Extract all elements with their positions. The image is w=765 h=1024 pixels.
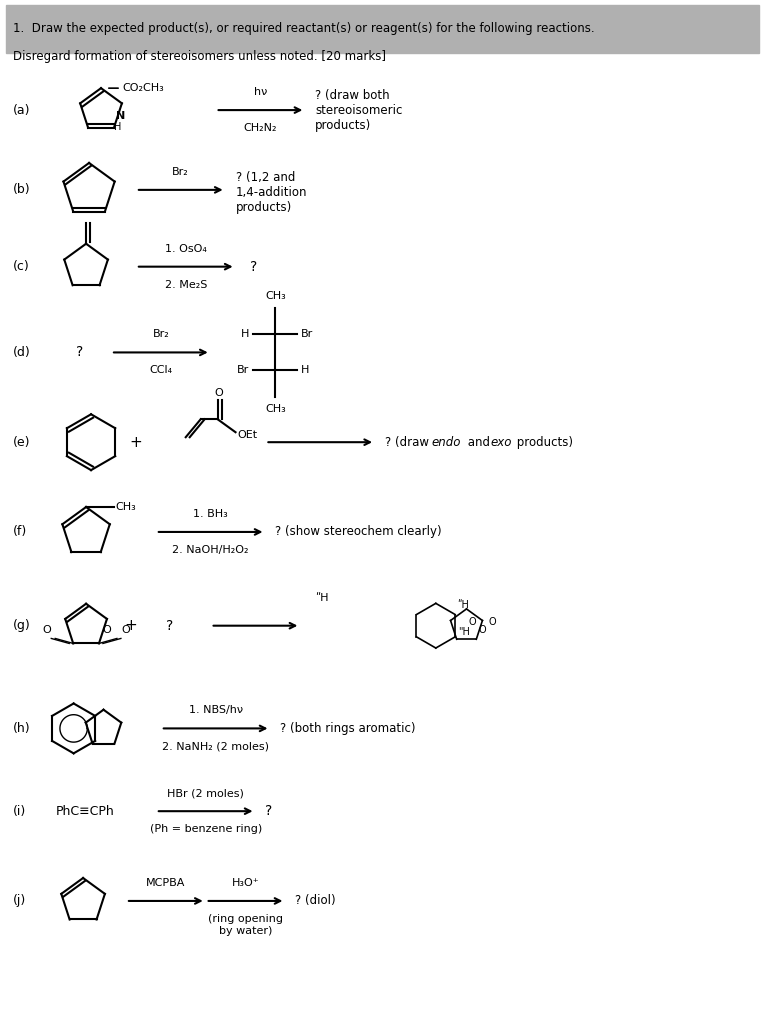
Text: (e): (e)	[13, 435, 31, 449]
Text: +: +	[125, 618, 137, 633]
Text: OEt: OEt	[237, 430, 258, 440]
Text: H: H	[301, 366, 310, 376]
Text: (d): (d)	[13, 346, 31, 359]
Text: ?: ?	[250, 260, 258, 273]
Text: products): products)	[513, 435, 572, 449]
Text: 1,4-addition: 1,4-addition	[236, 186, 307, 200]
Text: O: O	[479, 626, 487, 636]
Text: 2. Me₂S: 2. Me₂S	[164, 280, 207, 290]
Text: products): products)	[315, 119, 372, 131]
Text: stereoisomeric: stereoisomeric	[315, 103, 402, 117]
Text: 2. NaNH₂ (2 moles): 2. NaNH₂ (2 moles)	[162, 741, 269, 752]
Text: MCPBA: MCPBA	[146, 878, 185, 888]
Text: O: O	[214, 388, 223, 398]
Text: CH₃: CH₃	[115, 502, 135, 512]
Text: 1. NBS/hν: 1. NBS/hν	[188, 706, 243, 716]
Text: ? (draw both: ? (draw both	[315, 89, 390, 101]
Text: ? (diol): ? (diol)	[295, 894, 336, 907]
Text: H₃O⁺: H₃O⁺	[232, 878, 259, 888]
Text: ?: ?	[265, 804, 272, 818]
Bar	[6, 5, 759, 53]
Text: +: +	[129, 435, 142, 450]
Text: 1. BH₃: 1. BH₃	[194, 509, 228, 519]
Text: exo: exo	[490, 435, 512, 449]
Text: 1. OsO₄: 1. OsO₄	[164, 244, 207, 254]
Text: (ring opening
by water): (ring opening by water)	[208, 913, 283, 936]
Text: CCl₄: CCl₄	[149, 366, 172, 376]
Text: HBr (2 moles): HBr (2 moles)	[168, 788, 244, 799]
Text: (c): (c)	[13, 260, 30, 273]
Text: and: and	[464, 435, 493, 449]
Text: (g): (g)	[13, 620, 31, 632]
Text: O: O	[469, 617, 477, 628]
Text: ʺH: ʺH	[457, 600, 470, 610]
Text: endo: endo	[431, 435, 461, 449]
Text: 1.  Draw the expected product(s), or required reactant(s) or reagent(s) for the : 1. Draw the expected product(s), or requ…	[13, 23, 595, 36]
Text: hν: hν	[254, 87, 267, 97]
Text: (b): (b)	[13, 183, 31, 197]
Text: ? (both rings aromatic): ? (both rings aromatic)	[280, 722, 416, 735]
Text: O: O	[121, 626, 129, 636]
Text: (h): (h)	[13, 722, 31, 735]
Text: CH₃: CH₃	[265, 291, 286, 301]
Text: H: H	[241, 330, 249, 340]
Text: products): products)	[236, 202, 291, 214]
Text: Br: Br	[237, 366, 249, 376]
Text: Disregard formation of stereoisomers unless noted. [20 marks]: Disregard formation of stereoisomers unl…	[13, 50, 386, 63]
Text: ? (draw: ? (draw	[385, 435, 433, 449]
Text: ?: ?	[76, 345, 83, 359]
Text: (a): (a)	[13, 103, 31, 117]
Text: H: H	[114, 122, 122, 132]
Text: O: O	[43, 626, 51, 636]
Text: ? (1,2 and: ? (1,2 and	[236, 171, 295, 184]
Text: ? (show stereochem clearly): ? (show stereochem clearly)	[275, 525, 442, 539]
Text: PhC≡CPh: PhC≡CPh	[56, 805, 115, 818]
Text: CH₃: CH₃	[265, 404, 286, 415]
Text: ʺH: ʺH	[315, 593, 329, 603]
Text: (j): (j)	[13, 894, 27, 907]
Text: (i): (i)	[13, 805, 27, 818]
Text: Br₂: Br₂	[152, 330, 169, 340]
Text: O: O	[488, 617, 496, 628]
Text: N: N	[116, 112, 125, 121]
Text: CH₂N₂: CH₂N₂	[244, 123, 277, 133]
Text: O: O	[103, 625, 111, 635]
Text: 2. NaOH/H₂O₂: 2. NaOH/H₂O₂	[172, 545, 249, 555]
Text: ?: ?	[166, 618, 173, 633]
Text: (Ph = benzene ring): (Ph = benzene ring)	[149, 824, 262, 835]
Text: Br: Br	[301, 330, 314, 340]
Text: Br₂: Br₂	[172, 167, 189, 177]
Text: CO₂CH₃: CO₂CH₃	[122, 83, 164, 93]
Text: (f): (f)	[13, 525, 28, 539]
Text: "H: "H	[457, 627, 470, 637]
